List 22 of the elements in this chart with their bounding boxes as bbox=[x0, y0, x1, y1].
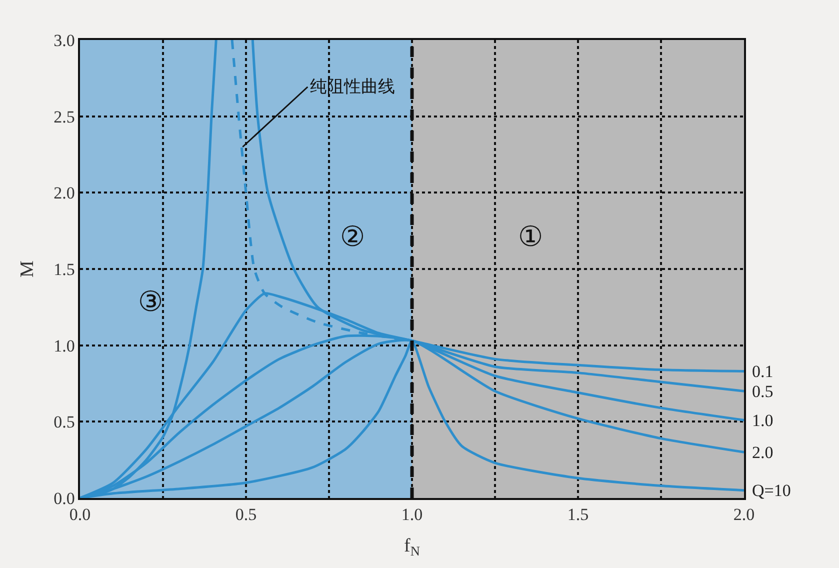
annotation: ② bbox=[340, 220, 366, 253]
x-tick-label: 1.0 bbox=[401, 505, 423, 524]
y-tick-label: 2.5 bbox=[54, 107, 75, 126]
x-axis-title: f$_{N}$ bbox=[404, 535, 420, 558]
y-tick-label: 2.0 bbox=[54, 184, 75, 203]
series-label: Q=10 bbox=[752, 481, 791, 500]
x-tick-label: 0.0 bbox=[69, 505, 91, 524]
x-tick-label: 1.5 bbox=[567, 505, 589, 524]
series-label: 0.1 bbox=[752, 362, 774, 381]
y-tick-label: 1.0 bbox=[54, 336, 75, 356]
y-axis-title: M bbox=[16, 260, 38, 278]
y-tick-label: 3.0 bbox=[54, 30, 75, 50]
series-label: 1.0 bbox=[752, 411, 774, 430]
annotation: ③ bbox=[138, 285, 164, 318]
series-label: 2.0 bbox=[752, 443, 774, 462]
x-tick-label: 2.0 bbox=[733, 505, 755, 524]
x-tick-label: 0.5 bbox=[235, 505, 257, 524]
y-tick-label: 1.5 bbox=[54, 260, 75, 279]
y-tick-label: 0.5 bbox=[54, 412, 75, 432]
annotation: ① bbox=[518, 220, 544, 253]
series-label: 0.5 bbox=[752, 382, 774, 401]
y-tick-label: 0.0 bbox=[54, 488, 75, 508]
